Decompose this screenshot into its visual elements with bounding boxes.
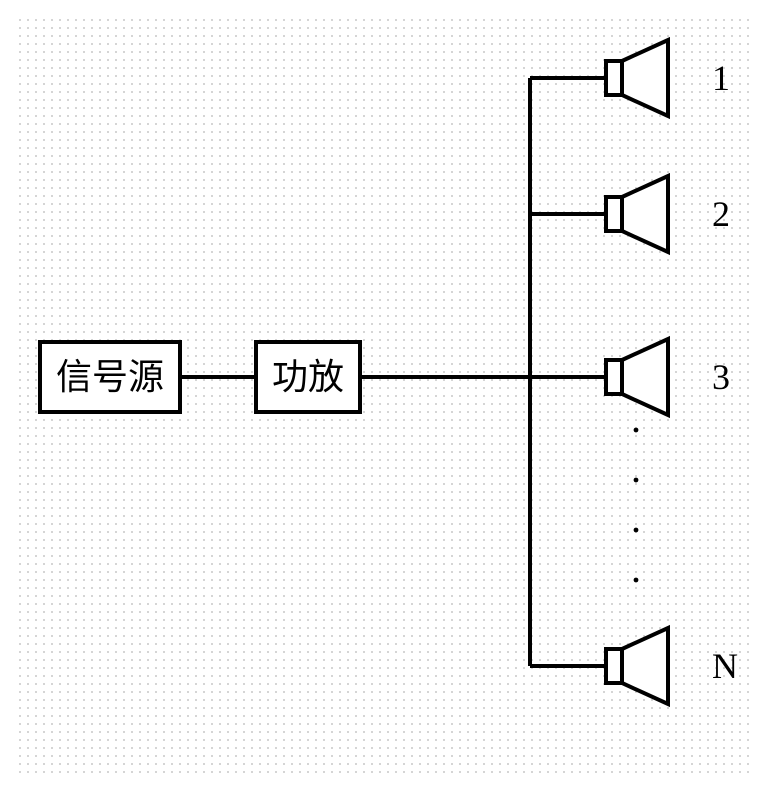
signal-source-box: 信号源 <box>40 342 180 412</box>
speaker-label: 1 <box>712 58 730 98</box>
speaker-body <box>606 649 622 683</box>
signal-source-box-label: 信号源 <box>56 357 164 397</box>
ellipsis-dot <box>634 478 639 483</box>
ellipsis-dot <box>634 528 639 533</box>
speaker-label: 3 <box>712 357 730 397</box>
speaker-body <box>606 61 622 95</box>
speaker-body <box>606 360 622 394</box>
speaker-body <box>606 197 622 231</box>
speaker-label: N <box>712 646 738 686</box>
speaker-label: 2 <box>712 194 730 234</box>
amplifier-box-label: 功放 <box>272 357 344 397</box>
amplifier-box: 功放 <box>256 342 360 412</box>
ellipsis-dot <box>634 578 639 583</box>
ellipsis-dot <box>634 428 639 433</box>
